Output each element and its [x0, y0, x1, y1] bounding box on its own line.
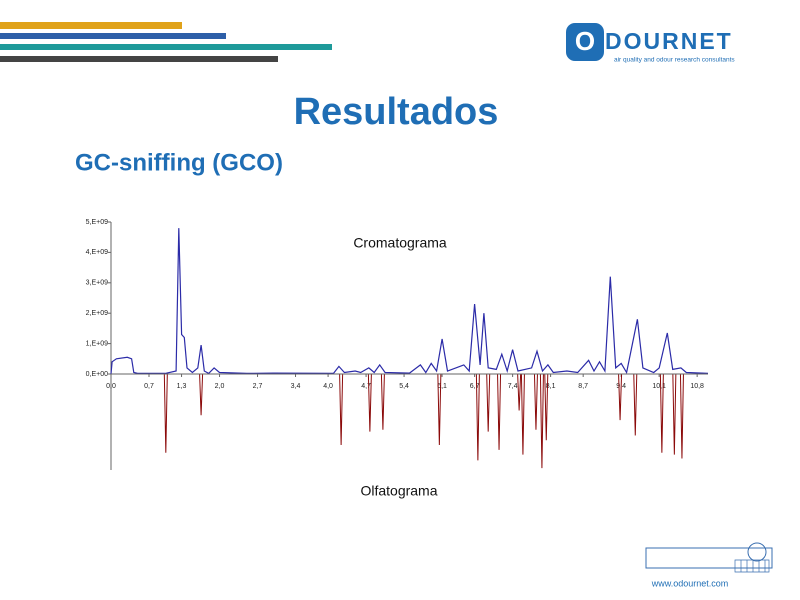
x-tick-label: 4,0 [323, 383, 333, 390]
stripe [0, 33, 226, 39]
x-tick-label: 2,7 [253, 383, 263, 390]
x-tick-label: 7,4 [508, 383, 518, 390]
olfactogram-spike [659, 373, 664, 453]
decor-stripes [0, 22, 332, 62]
mascot-head [747, 542, 767, 562]
slide-subtitle: GC-sniffing (GCO) [75, 149, 283, 176]
olfactogram-spike [367, 373, 372, 432]
x-tick-label: 6,1 [437, 383, 447, 390]
stripe [0, 44, 332, 50]
y-tick-label: 0,E+00 [86, 371, 108, 378]
x-tick-label: 6,7 [470, 383, 480, 390]
x-tick-label: 8,1 [546, 383, 556, 390]
x-tick-label: 2,0 [215, 383, 225, 390]
olfactogram-spike [497, 373, 502, 450]
logo-box [566, 23, 604, 61]
olfactogram-spike [199, 373, 204, 416]
olfactogram-spike [517, 373, 522, 411]
slide-title: Resultados [294, 91, 499, 133]
url: www.odournet.com [651, 578, 729, 588]
logo-tagline: air quality and odour research consultan… [614, 57, 735, 64]
olfactogram-spike [533, 373, 538, 430]
olfactogram-spike [475, 373, 480, 461]
y-tick-label: 4,E+09 [86, 249, 108, 256]
olfactogram-spike [672, 373, 677, 455]
x-tick-label: 1,3 [177, 383, 187, 390]
x-tick-label: 10,8 [690, 383, 704, 390]
logo-name: DOURNET [605, 28, 733, 54]
x-tick-label: 5,4 [399, 383, 409, 390]
x-tick-label: 4,7 [361, 383, 371, 390]
chart-title: Cromatograma [353, 235, 447, 251]
mascot [645, 542, 773, 573]
olfactogram-spike [380, 373, 385, 430]
x-tick-label: 10,1 [652, 383, 666, 390]
y-tick-label: 1,E+09 [86, 340, 108, 347]
stripe [0, 56, 278, 62]
y-tick-label: 2,E+09 [86, 310, 108, 317]
olfactogram-spike [633, 373, 638, 436]
olfactogram-spike [544, 373, 549, 441]
olfactogram-spike [437, 373, 442, 446]
mascot-body [734, 559, 770, 573]
olfactogram-spike [339, 373, 344, 446]
x-tick-label: 0,7 [144, 383, 154, 390]
x-tick-label: 8,7 [578, 383, 588, 390]
x-tick-label: 0,0 [106, 383, 116, 390]
x-tick-label: 3,4 [291, 383, 301, 390]
chromatogram-line [110, 228, 709, 375]
olfactogram-spike [618, 373, 623, 421]
olfactogram-spike [486, 373, 491, 432]
olfactogram-spike [520, 373, 525, 455]
y-tick-label: 3,E+09 [86, 280, 108, 287]
chart-title: Olfatograma [360, 483, 437, 499]
stripe [0, 22, 182, 29]
y-tick-label: 5,E+09 [86, 219, 108, 226]
olfactogram-spike [163, 373, 168, 453]
olfactogram-spike [539, 373, 544, 469]
logo-initial: O [575, 26, 595, 56]
olfactogram-spike [679, 373, 684, 459]
ruler [645, 547, 773, 569]
